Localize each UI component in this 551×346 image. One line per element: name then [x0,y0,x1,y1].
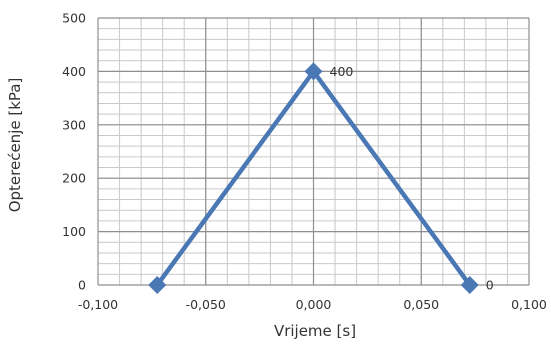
y-tick-label: 0 [78,278,86,293]
x-tick-label: 0,000 [296,297,332,312]
major-grid [97,17,530,286]
x-axis-title: Vrijeme [s] [274,322,356,340]
y-tick-label: 400 [62,64,86,79]
data-label: 0 [486,278,494,293]
data-labels: 400 0 [330,64,494,293]
data-point-diamond [148,276,167,294]
x-tick-label: 0,050 [403,297,439,312]
y-tick-label: 300 [62,117,86,132]
y-tick-label: 200 [62,171,86,186]
y-axis-title: Opterećenje [kPa] [6,78,24,213]
y-tick-label: 100 [62,224,86,239]
data-point-diamond [460,276,479,294]
data-point-diamond [304,62,323,81]
y-tick-label: 500 [62,11,86,26]
x-tick-label: 0,100 [511,297,547,312]
y-tick-labels: 0 100 200 300 400 500 [62,11,86,293]
series-group [148,62,479,294]
x-tick-label: -0,100 [78,297,118,312]
x-tick-labels: -0,100 -0,050 0,000 0,050 0,100 [78,297,547,312]
x-tick-label: -0,050 [186,297,226,312]
data-label: 400 [330,64,354,79]
